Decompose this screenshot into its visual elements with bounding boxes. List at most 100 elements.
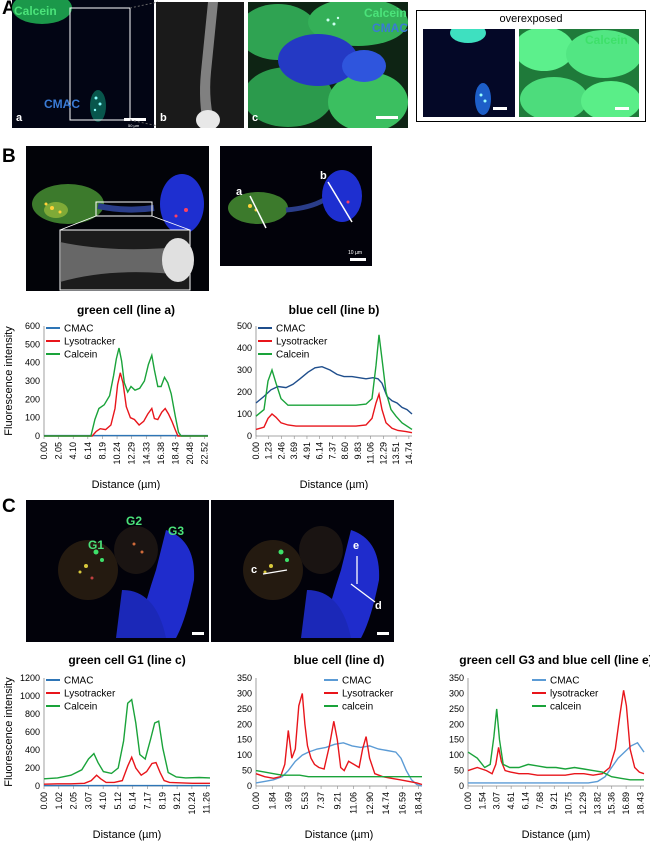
- y-tick-label: 600: [25, 727, 40, 737]
- micrograph-b-left: [26, 146, 209, 291]
- legend-entry: Lysotracker: [64, 689, 116, 700]
- x-tick-label: 11.26: [202, 792, 212, 814]
- x-tick-label: 4.10: [68, 442, 78, 460]
- series-line-lysotracker: [43, 755, 210, 785]
- legend-entry: Calcein: [64, 350, 97, 361]
- y-axis-label: Fluorescence intensity: [3, 677, 15, 787]
- x-axis-label: Distance (µm): [300, 479, 369, 490]
- cmac-label-a: CMAC: [44, 97, 80, 111]
- x-tick-label: 2.46: [276, 442, 286, 460]
- series-line-lysotracker: [255, 693, 423, 786]
- chart-title: green cell G1 (line c): [68, 653, 185, 667]
- micrograph-c-left-art: [58, 526, 195, 638]
- x-tick-label: 16.38: [156, 442, 166, 465]
- scale-bar-c-right: [377, 632, 389, 635]
- calcein-label-a: Calcein: [14, 4, 57, 18]
- x-tick-label: 4.10: [98, 792, 108, 810]
- x-tick-label: 18.43: [414, 792, 424, 815]
- y-tick-label: 50: [454, 766, 464, 776]
- y-tick-label: 500: [25, 339, 40, 349]
- x-tick-label: 6.14: [83, 442, 93, 460]
- chart-title: green cell G3 and blue cell (line e): [459, 653, 650, 667]
- x-tick-label: 2.05: [54, 442, 64, 460]
- x-tick-label: 13.51: [391, 442, 401, 465]
- chart-title: blue cell (line b): [289, 303, 380, 317]
- chart-title: blue cell (line d): [294, 653, 385, 667]
- legend-entry: calcein: [342, 702, 373, 713]
- y-tick-label: 600: [25, 321, 40, 331]
- y-tick-label: 200: [449, 719, 464, 729]
- sub-label-c: c: [252, 112, 259, 124]
- y-tick-label: 400: [237, 343, 252, 353]
- x-tick-label: 4.91: [302, 442, 312, 460]
- x-tick-label: 0.00: [251, 792, 261, 810]
- x-tick-label: 18.43: [170, 442, 180, 465]
- x-tick-label: 12.29: [578, 792, 588, 815]
- y-tick-label: 100: [25, 413, 40, 423]
- y-tick-label: 300: [237, 688, 252, 698]
- x-tick-label: 3.07: [83, 792, 93, 810]
- x-tick-label: 7.37: [316, 792, 326, 810]
- series-line-cmac: [255, 365, 413, 415]
- series-line-calcein: [44, 347, 208, 437]
- x-tick-label: 3.69: [284, 792, 294, 810]
- micrograph-b-right: a b 10 µm: [220, 146, 372, 266]
- y-tick-label: 250: [449, 704, 464, 714]
- x-tick-label: 5.12: [113, 792, 123, 810]
- legend-entry: Lysotracker: [342, 689, 394, 700]
- chart-green-cell-line-a: green cell (line a) 0 100 200 300 400 500 600 0.…: [3, 303, 210, 490]
- x-tick-label: 6.14: [520, 792, 530, 810]
- x-tick-label: 9.83: [353, 442, 363, 460]
- y-tick-label: 50: [242, 766, 252, 776]
- zoom-lines-a: [129, 1, 159, 127]
- y-tick-label: 150: [237, 735, 252, 745]
- x-tick-label: 1.23: [264, 442, 274, 460]
- micrograph-overexposed-2: Calcein: [519, 29, 639, 117]
- micrograph-b-left-art: [32, 174, 204, 291]
- y-tick-label: 150: [449, 735, 464, 745]
- x-tick-label: 7.37: [327, 442, 337, 460]
- series-line-cmac: [468, 741, 645, 784]
- legend-entry: lysotracker: [550, 689, 599, 700]
- series-line-lysotracker: [44, 372, 208, 437]
- scale-bar-ov2: [615, 107, 629, 110]
- calcein-label-ov: Calcein: [585, 33, 628, 47]
- x-tick-label: 18.43: [635, 792, 645, 815]
- scale-text-b: 10 µm: [348, 250, 362, 256]
- x-tick-label: 12.90: [365, 792, 375, 815]
- x-axis-label: Distance (µm): [93, 829, 162, 841]
- y-tick-label: 350: [449, 673, 464, 683]
- x-tick-label: 0.00: [463, 792, 473, 810]
- x-tick-label: 10.75: [564, 792, 574, 815]
- micrograph-b: b: [156, 2, 244, 128]
- line-c-label: c: [251, 564, 258, 576]
- chart-title: green cell (line a): [77, 303, 175, 317]
- chart-green-g3-blue-line-e: green cell G3 and blue cell (line e) 0 50 1…: [449, 653, 650, 841]
- overexposed-title: overexposed: [499, 13, 563, 25]
- x-tick-label: 13.82: [592, 792, 602, 815]
- x-tick-label: 1.84: [267, 792, 277, 810]
- micrograph-c-right: c d e: [211, 500, 394, 642]
- y-tick-label: 1200: [20, 673, 40, 683]
- x-tick-label: 16.89: [621, 792, 631, 815]
- legend-entry: Calcein: [64, 702, 97, 713]
- y-tick-label: 200: [237, 719, 252, 729]
- x-tick-label: 1.02: [54, 792, 64, 810]
- y-tick-label: 0: [247, 781, 252, 791]
- legend-entry: Lysotracker: [276, 337, 328, 348]
- x-tick-label: 6.14: [315, 442, 325, 460]
- x-tick-label: 5.53: [300, 792, 310, 810]
- y-tick-label: 500: [237, 321, 252, 331]
- panel-letter-c: C: [2, 496, 16, 517]
- legend-entry: Lysotracker: [64, 337, 116, 348]
- y-axis-label: Fluorescence intensity: [3, 326, 15, 436]
- x-axis-label: Distance (µm): [92, 479, 161, 490]
- micrograph-overexposed-1: [423, 29, 515, 117]
- x-tick-label: 20.48: [185, 442, 195, 465]
- x-axis-label: Distance (µm): [522, 829, 591, 841]
- legend-entry: CMAC: [550, 676, 579, 687]
- y-tick-label: 800: [25, 709, 40, 719]
- chart-green-cell-g1-line-c: green cell G1 (line c) 0 200 400 600 800 1000 1…: [3, 653, 212, 841]
- x-tick-label: 9.21: [549, 792, 559, 810]
- legend-entry: CMAC: [64, 676, 93, 687]
